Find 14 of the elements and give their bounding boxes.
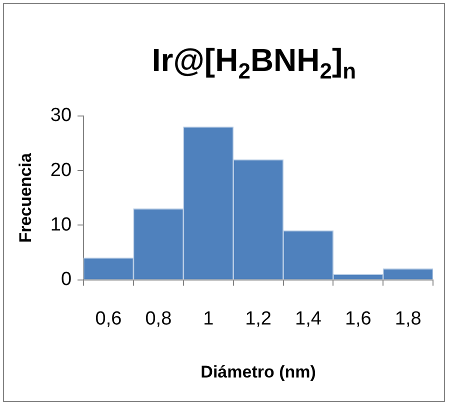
y-tick-label: 20: [50, 160, 72, 181]
x-tick-label: 1,2: [245, 308, 272, 330]
x-tick-label: 0,6: [95, 308, 122, 330]
x-tick-label: 0,8: [145, 308, 172, 330]
x-tick-label: 1,8: [394, 308, 422, 330]
y-tick-label: 0: [60, 269, 72, 290]
y-axis-title: Frecuencia: [16, 152, 35, 243]
x-tick-label: 1,4: [295, 308, 322, 330]
y-tick-label: 30: [50, 105, 72, 126]
x-tick-label: 1,6: [344, 308, 372, 330]
chart-title: Ir@[H$_{2}$BNH$_{2}$]$_{n}$: [150, 42, 358, 84]
x-axis-title: Diámetro (nm): [200, 362, 316, 382]
x-tick-label: 1: [203, 308, 214, 330]
y-tick-label: 10: [50, 214, 72, 236]
